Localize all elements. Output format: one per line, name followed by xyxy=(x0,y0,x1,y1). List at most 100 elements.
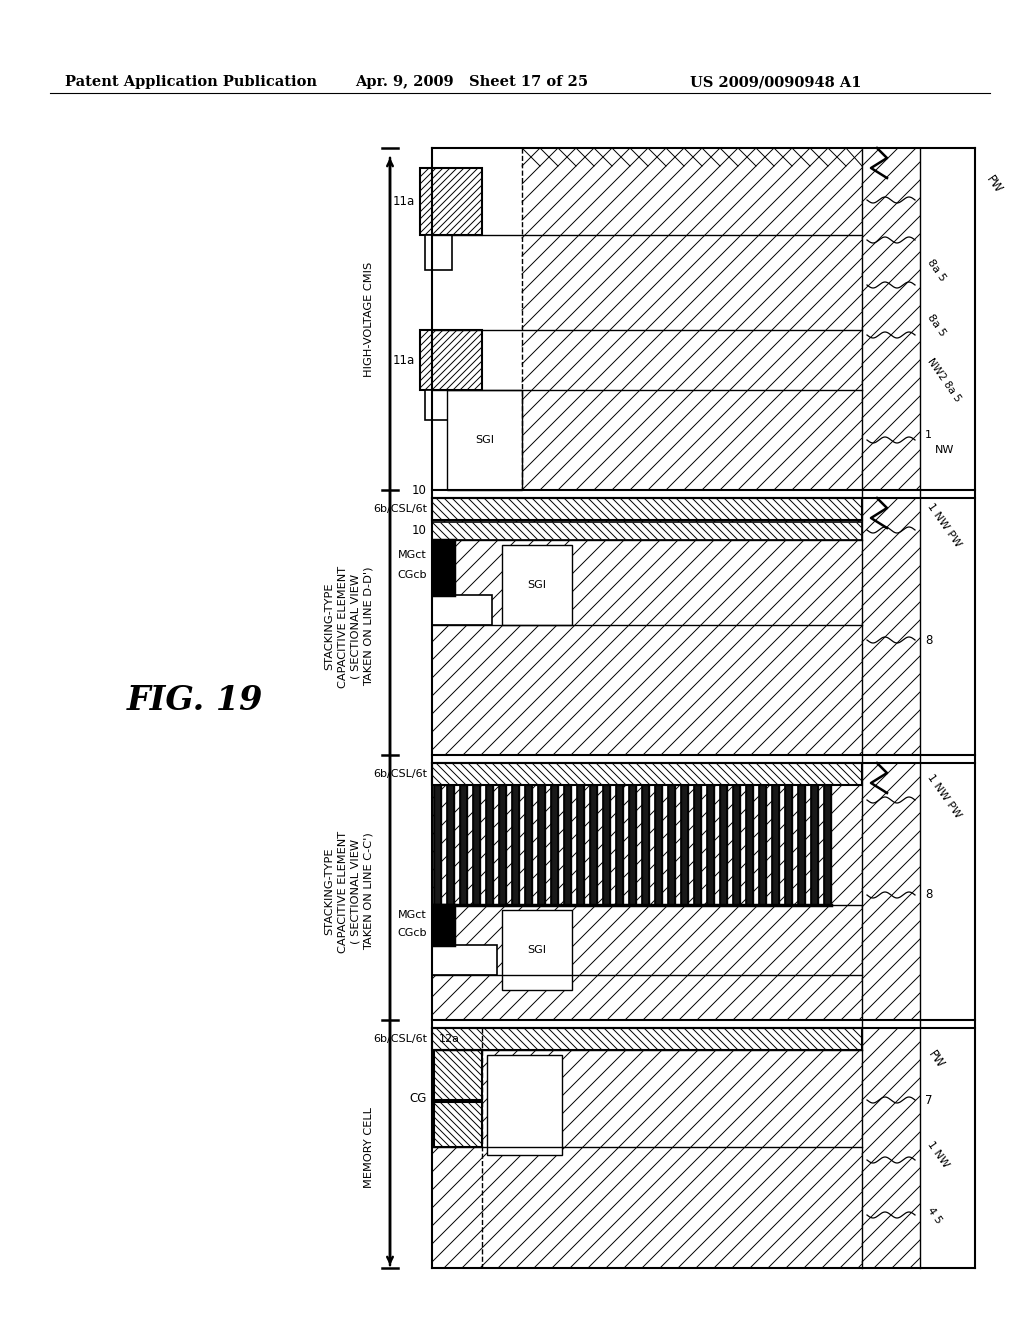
Bar xyxy=(720,785,727,906)
Bar xyxy=(551,785,558,906)
Text: 10: 10 xyxy=(412,483,427,496)
Polygon shape xyxy=(707,785,714,906)
Polygon shape xyxy=(655,785,662,906)
Text: MEMORY CELL: MEMORY CELL xyxy=(364,1107,374,1188)
Polygon shape xyxy=(733,785,740,906)
Text: 4 5: 4 5 xyxy=(925,1205,943,1225)
Bar xyxy=(746,785,753,906)
Polygon shape xyxy=(694,785,701,906)
Polygon shape xyxy=(473,785,480,906)
Text: Patent Application Publication: Patent Application Publication xyxy=(65,75,317,88)
Polygon shape xyxy=(590,785,597,906)
Polygon shape xyxy=(629,785,636,906)
Bar xyxy=(772,785,779,906)
Bar xyxy=(655,785,662,906)
Text: STACKING-TYPE
CAPACITIVE ELEMENT
( SECTIONAL VIEW
TAKEN ON LINE C-C'): STACKING-TYPE CAPACITIVE ELEMENT ( SECTI… xyxy=(325,830,374,953)
Text: 1 NW PW: 1 NW PW xyxy=(925,502,963,549)
Text: 12a: 12a xyxy=(439,1034,460,1044)
Text: HIGH-VOLTAGE CMIS: HIGH-VOLTAGE CMIS xyxy=(364,261,374,376)
Text: SGI: SGI xyxy=(527,579,547,590)
Polygon shape xyxy=(577,785,584,906)
Text: 8: 8 xyxy=(925,634,933,647)
Bar xyxy=(447,785,454,906)
Text: CG: CG xyxy=(410,1092,427,1105)
Bar xyxy=(590,785,597,906)
Text: US 2009/0090948 A1: US 2009/0090948 A1 xyxy=(690,75,861,88)
Text: 1: 1 xyxy=(925,430,932,440)
Polygon shape xyxy=(785,785,792,906)
Text: 6b/CSL/6t: 6b/CSL/6t xyxy=(373,504,427,513)
Polygon shape xyxy=(642,785,649,906)
Text: NW: NW xyxy=(935,445,954,455)
Bar xyxy=(525,785,532,906)
Polygon shape xyxy=(538,785,545,906)
Bar xyxy=(564,785,571,906)
Polygon shape xyxy=(772,785,779,906)
Bar xyxy=(425,235,452,271)
Bar xyxy=(434,1049,482,1100)
Polygon shape xyxy=(564,785,571,906)
Bar xyxy=(420,168,482,235)
Bar xyxy=(460,785,467,906)
Bar xyxy=(785,785,792,906)
Bar xyxy=(432,763,862,785)
Bar xyxy=(487,1055,562,1155)
Text: 6b/CSL/6t: 6b/CSL/6t xyxy=(373,770,427,779)
Bar xyxy=(733,785,740,906)
Bar xyxy=(824,785,831,906)
Bar xyxy=(432,521,862,540)
Bar xyxy=(473,785,480,906)
Polygon shape xyxy=(616,785,623,906)
Polygon shape xyxy=(798,785,805,906)
Text: 7: 7 xyxy=(925,1093,933,1106)
Polygon shape xyxy=(603,785,610,906)
Text: PW: PW xyxy=(983,174,1005,197)
Text: 1 NW: 1 NW xyxy=(925,1140,950,1170)
Text: 8a 5: 8a 5 xyxy=(925,312,947,338)
Polygon shape xyxy=(512,785,519,906)
Bar xyxy=(694,785,701,906)
Bar xyxy=(512,785,519,906)
Bar xyxy=(432,595,492,624)
Bar xyxy=(603,785,610,906)
Bar xyxy=(668,785,675,906)
Bar xyxy=(707,785,714,906)
Bar xyxy=(486,785,493,906)
Polygon shape xyxy=(434,785,441,906)
Text: SGI: SGI xyxy=(475,436,494,445)
Polygon shape xyxy=(486,785,493,906)
Bar xyxy=(811,785,818,906)
Bar xyxy=(447,389,522,490)
Bar xyxy=(629,785,636,906)
Bar xyxy=(434,785,441,906)
Text: MGct: MGct xyxy=(398,550,427,560)
Text: 11a: 11a xyxy=(393,354,415,367)
Polygon shape xyxy=(525,785,532,906)
Polygon shape xyxy=(720,785,727,906)
Bar xyxy=(759,785,766,906)
Polygon shape xyxy=(551,785,558,906)
Bar xyxy=(434,906,454,945)
Bar xyxy=(798,785,805,906)
Text: NW2 8a 5: NW2 8a 5 xyxy=(925,356,963,404)
Bar xyxy=(681,785,688,906)
Text: MGct: MGct xyxy=(398,909,427,920)
Text: 10: 10 xyxy=(412,524,427,537)
Text: FIG. 19: FIG. 19 xyxy=(127,684,263,717)
Text: 8: 8 xyxy=(925,888,933,902)
Polygon shape xyxy=(681,785,688,906)
Polygon shape xyxy=(460,785,467,906)
Polygon shape xyxy=(746,785,753,906)
Text: 6b/CSL/6t: 6b/CSL/6t xyxy=(373,1034,427,1044)
Text: Apr. 9, 2009   Sheet 17 of 25: Apr. 9, 2009 Sheet 17 of 25 xyxy=(355,75,588,88)
Bar xyxy=(616,785,623,906)
Bar xyxy=(499,785,506,906)
Text: 8a 5: 8a 5 xyxy=(925,257,947,282)
Bar xyxy=(432,498,862,520)
Polygon shape xyxy=(447,785,454,906)
Polygon shape xyxy=(668,785,675,906)
Bar xyxy=(577,785,584,906)
Bar xyxy=(432,1028,862,1049)
Text: PW: PW xyxy=(925,1048,946,1072)
Polygon shape xyxy=(811,785,818,906)
